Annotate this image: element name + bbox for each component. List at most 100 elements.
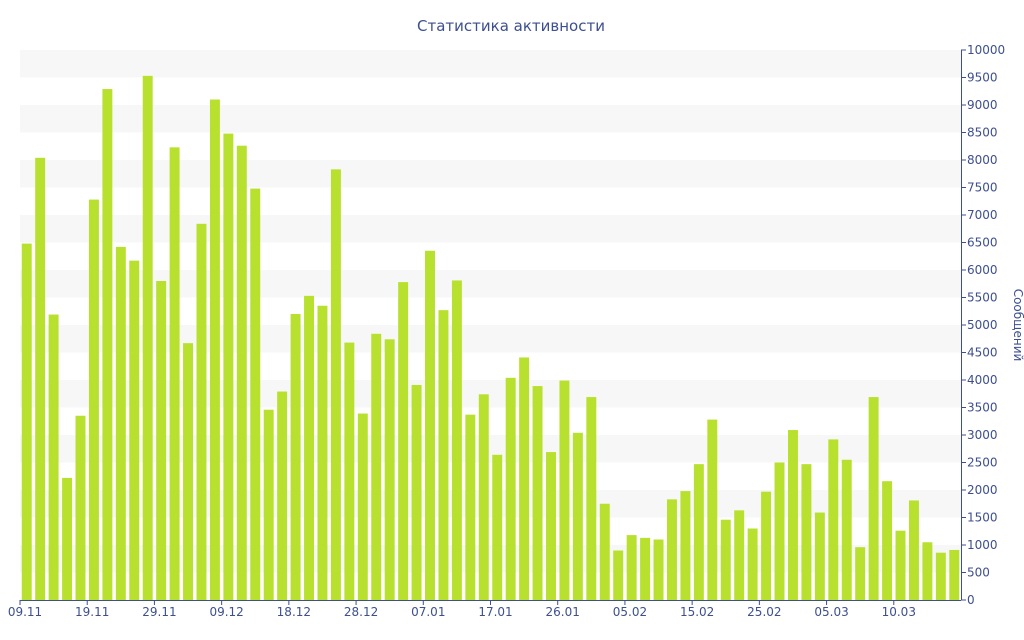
x-tick-label: 15.02	[680, 605, 714, 619]
x-tick-label: 10.03	[882, 605, 916, 619]
bar-32	[451, 280, 462, 600]
y-tick-label: 4000	[967, 373, 998, 387]
bar-2	[48, 314, 59, 600]
bar-4	[75, 415, 86, 600]
bar-17	[250, 188, 261, 600]
y-tick-label: 8500	[967, 126, 998, 140]
bar-7	[115, 246, 126, 600]
y-tick-label: 4500	[967, 346, 998, 360]
y-tick-label: 6000	[967, 263, 998, 277]
bar-30	[425, 250, 435, 600]
x-tick-label: 09.12	[209, 605, 243, 619]
x-tick-labels: 09.11 19.11 29.11 09.12 18.12 28.12 07.01 17.01…	[8, 600, 916, 619]
x-tick-label: 26.01	[546, 605, 580, 619]
bar-63	[868, 397, 879, 600]
bar-19	[277, 391, 288, 600]
bar-50	[693, 464, 704, 600]
bar-13	[196, 223, 207, 601]
bar-47	[653, 539, 664, 600]
bar-69	[949, 549, 960, 600]
bar-15	[223, 133, 234, 600]
x-tick-label: 05.02	[613, 605, 647, 619]
y-tick-label: 1000	[967, 538, 998, 552]
bar-42	[586, 397, 597, 600]
y-tick-label: 2500	[967, 456, 998, 470]
bar-11	[169, 147, 180, 600]
y-tick-label: 7500	[967, 181, 998, 195]
bar-0	[21, 243, 32, 600]
bar-61	[841, 459, 852, 600]
x-tick-label: 19.11	[75, 605, 109, 619]
bar-67	[922, 542, 933, 600]
bar-55	[761, 491, 772, 600]
bar-5	[88, 199, 99, 600]
bar-54	[747, 528, 758, 600]
bar-58	[801, 464, 812, 600]
bar-6	[102, 89, 113, 601]
bar-1	[35, 157, 46, 601]
x-tick-label: 25.02	[747, 605, 781, 619]
bar-35	[492, 454, 503, 600]
bar-46	[640, 537, 651, 600]
bar-23	[330, 169, 341, 600]
bar-66	[908, 500, 919, 600]
bar-44	[613, 550, 624, 600]
bar-27	[384, 339, 395, 600]
y-tick-label: 8000	[967, 153, 998, 167]
bar-20	[290, 314, 301, 600]
bar-22	[317, 305, 328, 600]
y-tick-label: 2000	[967, 483, 998, 497]
y-tick-label: 10000	[967, 43, 1005, 57]
bar-14	[209, 99, 220, 600]
bar-37	[519, 357, 530, 600]
bar-62	[855, 547, 866, 600]
bar-24	[344, 342, 355, 600]
bar-33	[465, 414, 476, 600]
grid-band	[20, 215, 961, 243]
y-tick-label: 0	[967, 593, 975, 607]
grid-band	[20, 105, 961, 133]
y-tick-label: 3500	[967, 401, 998, 415]
x-tick-label: 17.01	[478, 605, 512, 619]
bar-34	[478, 394, 489, 600]
bar-41	[572, 432, 583, 600]
bar-68	[935, 552, 946, 600]
bar-43	[599, 503, 610, 600]
bar-25	[357, 413, 368, 600]
bar-64	[882, 481, 893, 600]
x-tick-label: 28.12	[344, 605, 378, 619]
y-tick-label: 5000	[967, 318, 998, 332]
bar-10	[156, 281, 167, 600]
bar-36	[505, 377, 516, 600]
bar-39	[546, 452, 556, 600]
bar-26	[371, 333, 382, 600]
chart-title: Статистика активности	[417, 17, 605, 35]
grid-band	[20, 50, 961, 78]
bar-57	[787, 430, 798, 600]
bar-9	[142, 75, 153, 601]
y-tick-label: 6500	[967, 236, 998, 250]
bar-40	[559, 380, 570, 600]
bar-45	[626, 535, 637, 600]
bar-38	[532, 386, 543, 600]
bar-29	[411, 384, 422, 600]
y-tick-label: 9500	[967, 71, 998, 85]
x-tick-label: 18.12	[277, 605, 311, 619]
x-tick-label: 09.11	[8, 605, 42, 619]
y-tick-label: 5500	[967, 291, 998, 305]
y-tick-labels: 0 500 1000 1500 2000 2500 3000 3500 4000 4500 5000…	[961, 43, 1005, 607]
bar-65	[895, 530, 906, 600]
y-axis-title: Сообщений	[1011, 289, 1024, 362]
bar-59	[814, 512, 825, 600]
y-tick-label: 1500	[967, 511, 998, 525]
bar-28	[398, 282, 409, 600]
x-tick-label: 05.03	[814, 605, 848, 619]
bar-12	[183, 343, 194, 600]
y-tick-label: 500	[967, 566, 990, 580]
y-tick-label: 9000	[967, 98, 998, 112]
bar-3	[62, 477, 73, 600]
bar-52	[720, 519, 731, 600]
bar-49	[680, 491, 691, 600]
